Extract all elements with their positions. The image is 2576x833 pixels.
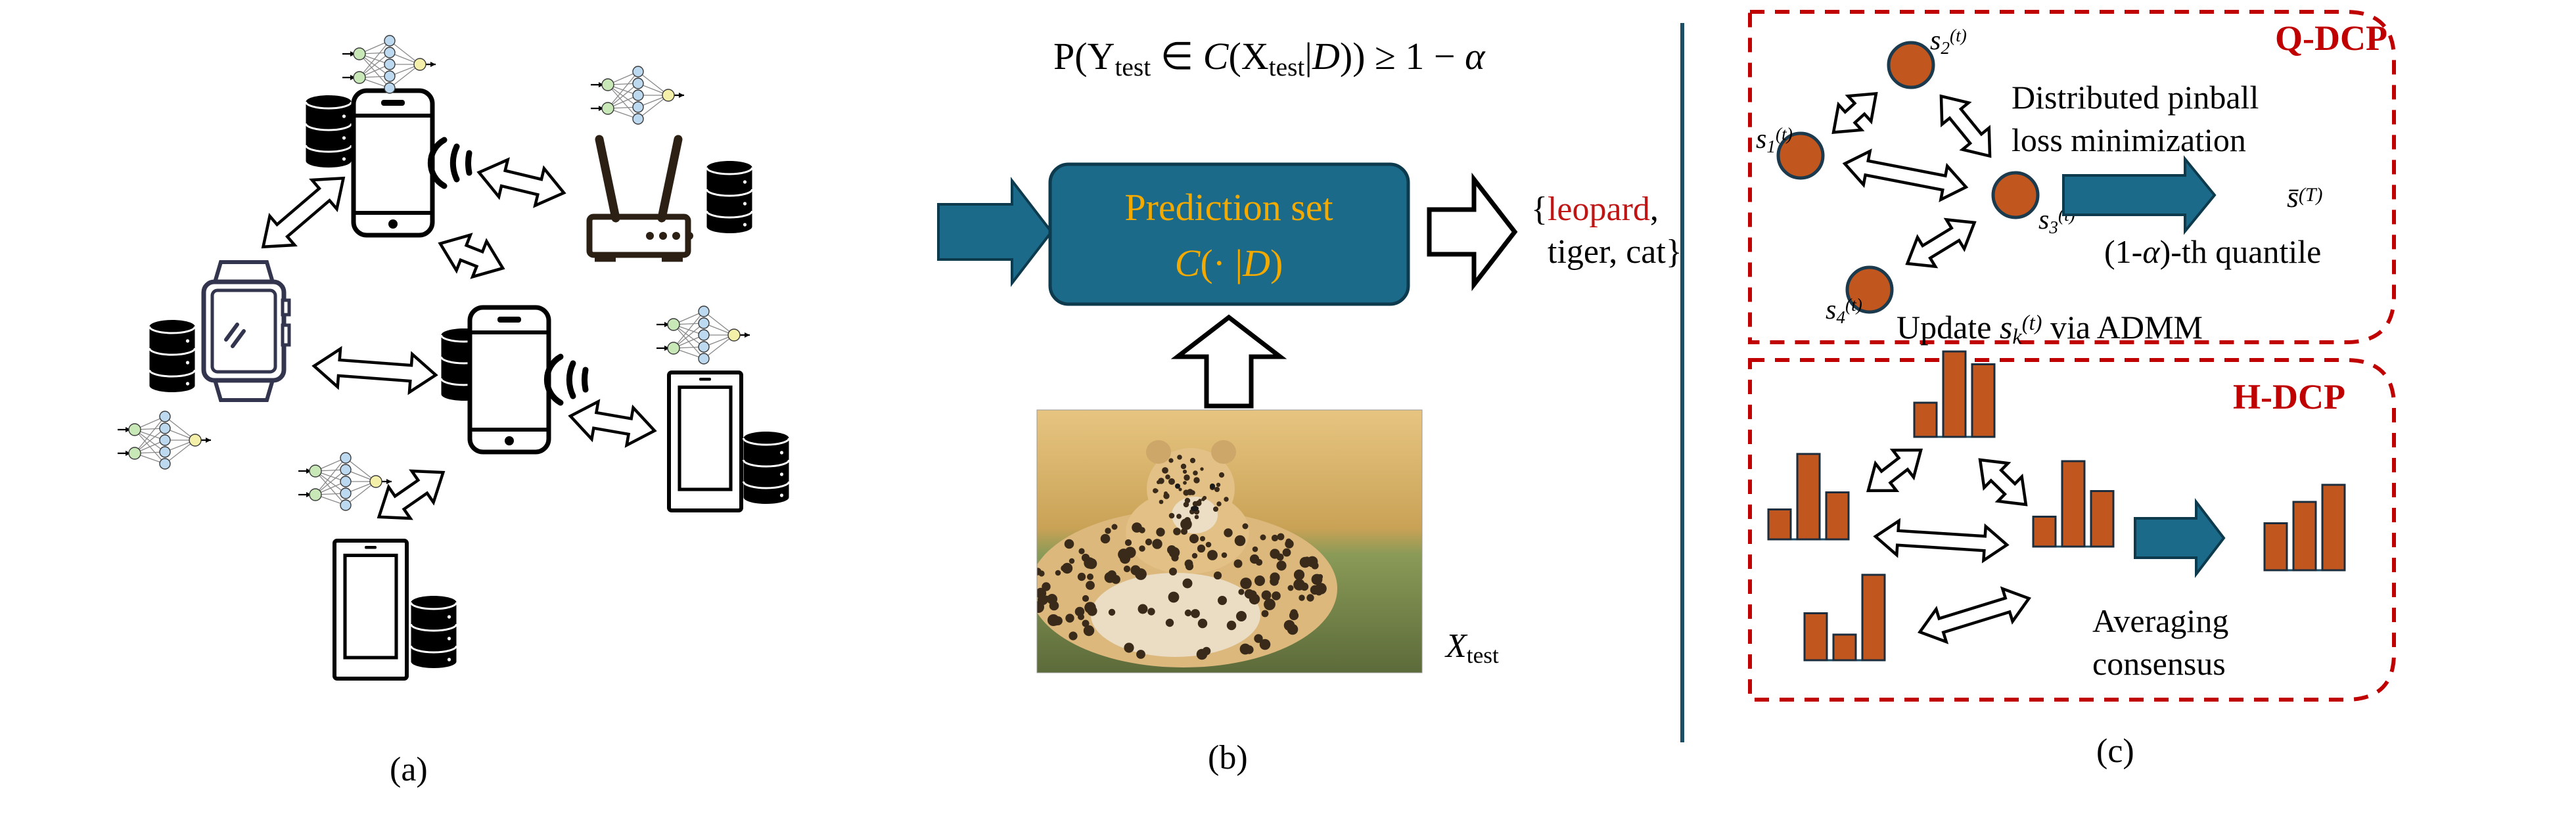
svg-text:(b): (b) (1208, 739, 1248, 777)
svg-text:Q-DCP: Q-DCP (2275, 18, 2387, 58)
svg-text:C(· |D): C(· |D) (1175, 242, 1283, 284)
svg-text:s4(t): s4(t) (1826, 295, 1862, 327)
svg-text:H-DCP: H-DCP (2233, 377, 2345, 416)
svg-text:Distributed pinball: Distributed pinball (2012, 79, 2259, 116)
svg-text:(c): (c) (2096, 732, 2134, 770)
svg-text:P(Ytest ∈ C(Xtest|D)) ≥ 1 − α: P(Ytest ∈ C(Xtest|D)) ≥ 1 − α (1053, 35, 1486, 81)
svg-text:s2(t): s2(t) (1930, 26, 1967, 58)
svg-text:s̄(T): s̄(T) (2287, 180, 2322, 214)
svg-text:Update sk(t) via ADMM: Update sk(t) via ADMM (1897, 309, 2203, 349)
svg-text:Xtest: Xtest (1444, 627, 1499, 668)
svg-text:(1-α)-th quantile: (1-α)-th quantile (2104, 233, 2321, 270)
svg-text:tiger, cat}: tiger, cat} (1548, 233, 1682, 271)
svg-text:loss minimization: loss minimization (2012, 122, 2246, 158)
svg-text:Prediction set: Prediction set (1124, 186, 1333, 229)
svg-text:(a): (a) (390, 751, 428, 788)
svg-text:Averaging: Averaging (2092, 602, 2228, 639)
svg-text:consensus: consensus (2092, 645, 2226, 682)
svg-text:{leopard,: {leopard, (1531, 191, 1659, 228)
